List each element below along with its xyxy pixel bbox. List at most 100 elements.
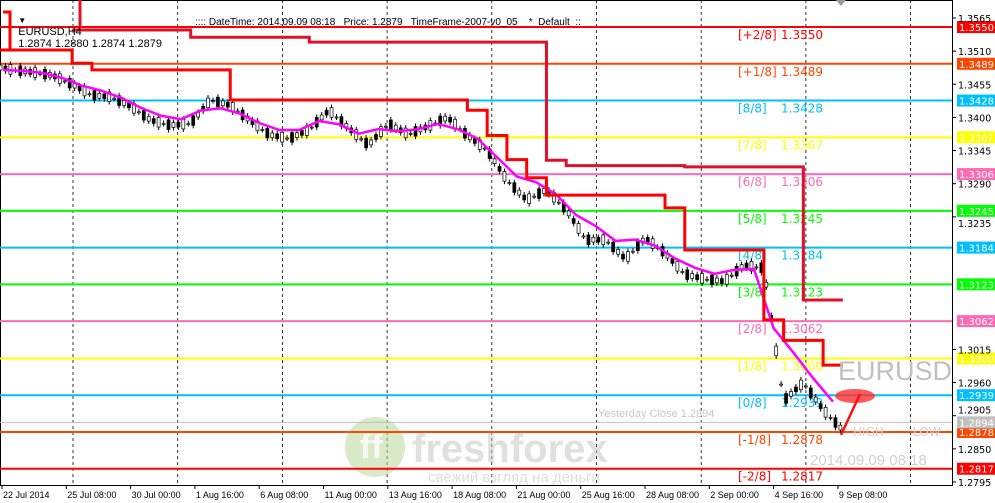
candle-body: [828, 417, 833, 419]
level-value: 1.3489: [781, 65, 823, 79]
candle-body: [388, 119, 393, 130]
candle-body: [838, 424, 843, 431]
candle-body: [601, 234, 606, 245]
yesterday-close-text: Yesterday Close 1.2894: [598, 408, 714, 420]
x-tick-label: 18 Aug 08:00: [453, 490, 506, 500]
marker-ellipse: [835, 389, 875, 403]
candle-body: [512, 182, 517, 193]
y-tick-label: 1.3510: [958, 47, 991, 58]
axis-price-tag: [957, 241, 995, 254]
level-label: [+2/8]: [738, 28, 777, 42]
info-readout: :::: DateTime: 2014.09.09 08:18 Price: 1…: [195, 17, 581, 28]
axis-price-tag-text: 1.3184: [959, 244, 994, 255]
axis-price-tag-text: 1.3489: [959, 60, 994, 71]
lower-step-line: [0, 48, 843, 367]
candle-body: [621, 253, 625, 260]
candle-body: [295, 132, 299, 138]
candle-body: [225, 101, 230, 108]
y-tick-label: 1.3345: [958, 147, 991, 158]
candle-body: [497, 166, 502, 172]
candle-body: [616, 249, 620, 255]
candle-body: [62, 80, 67, 83]
axis-price-tag: [957, 204, 995, 217]
low-text: LOW: [913, 425, 941, 439]
candle-body: [749, 261, 754, 272]
symbol-label: EURUSD,H4: [18, 26, 82, 38]
x-tick-label: 21 Aug 00:00: [517, 490, 570, 500]
candle-body: [285, 137, 289, 140]
candle-body: [413, 126, 418, 137]
x-tick-label: 9 Sep 08:00: [839, 490, 888, 500]
candle-body: [319, 114, 324, 121]
candle-body: [171, 122, 176, 128]
candle-body: [606, 241, 611, 244]
candle-body: [290, 132, 294, 143]
symbol-watermark: EURUSD: [838, 356, 952, 386]
x-tick-label: 11 Aug 00:00: [325, 490, 377, 500]
axis-price-tag: [957, 352, 995, 365]
level-label: [7/8]: [738, 138, 767, 152]
candle-body: [794, 386, 798, 393]
candle-body: [492, 158, 497, 165]
axis-price-tag-text: 1.3000: [959, 354, 994, 365]
level-value: 1.3367: [781, 138, 823, 152]
candle-body: [77, 85, 82, 92]
candle-body: [779, 383, 783, 386]
x-tick-label: 6 Aug 08:00: [260, 490, 308, 500]
candle-body: [715, 277, 719, 284]
candle-body: [408, 132, 413, 135]
menu-triangle-icon[interactable]: ▼: [18, 16, 27, 25]
candle-body: [566, 210, 571, 217]
axis-price-tag: [957, 94, 995, 107]
x-tick-label: 30 Jul 00:00: [132, 490, 181, 500]
candle-body: [324, 109, 329, 116]
candle-body: [502, 171, 507, 182]
level-value: 1.2878: [781, 433, 823, 447]
candle-body: [275, 133, 280, 140]
candle-body: [729, 274, 734, 277]
candle-body: [522, 194, 527, 201]
high-text: HIGH: [853, 425, 884, 439]
axis-price-tag-text: 1.2878: [959, 428, 994, 439]
candle-body: [0, 64, 3, 71]
level-label: [4/8]: [738, 249, 767, 263]
candle-body: [146, 115, 151, 122]
axis-price-tag-text: 1.2939: [959, 391, 994, 402]
candle-body: [700, 273, 704, 284]
moving-average-line: [2, 68, 834, 403]
candle-body: [92, 90, 97, 101]
x-tick-label: 25 Jul 08:00: [67, 490, 116, 500]
ohlc-readout: 1.2874 1.2880 1.2874 1.2879: [18, 38, 162, 50]
candle-body: [571, 218, 576, 224]
candle-body: [127, 102, 131, 109]
candle-body: [122, 100, 126, 106]
candle-body: [626, 251, 630, 262]
candle-body: [808, 387, 813, 398]
candle-body: [97, 93, 102, 99]
axis-price-tag-text: 1.3123: [959, 280, 994, 291]
candle-body: [384, 125, 388, 128]
axis-price-tag-text: 1.3367: [959, 133, 994, 144]
candle-body: [393, 124, 398, 131]
candle-body: [823, 407, 828, 418]
candle-body: [67, 77, 72, 89]
candle-body: [482, 147, 487, 150]
candle-body: [754, 266, 759, 269]
candle-body: [176, 121, 181, 128]
candle-body: [556, 201, 561, 204]
candle-body: [744, 262, 749, 269]
candle-body: [206, 97, 210, 109]
candle-body: [710, 274, 714, 285]
plot-area: [0, 0, 953, 486]
x-tick-label: 2 Sep 00:00: [710, 490, 759, 500]
x-tick-label: 28 Aug 08:00: [646, 490, 699, 500]
y-tick-label: 1.2850: [958, 445, 991, 456]
candle-body: [645, 237, 650, 243]
candle-body: [221, 100, 225, 107]
y-tick-label: 1.3565: [958, 14, 991, 25]
candle-body: [833, 417, 838, 428]
x-tick-label: 22 Jul 2014: [3, 490, 50, 500]
candle-body: [719, 278, 724, 284]
